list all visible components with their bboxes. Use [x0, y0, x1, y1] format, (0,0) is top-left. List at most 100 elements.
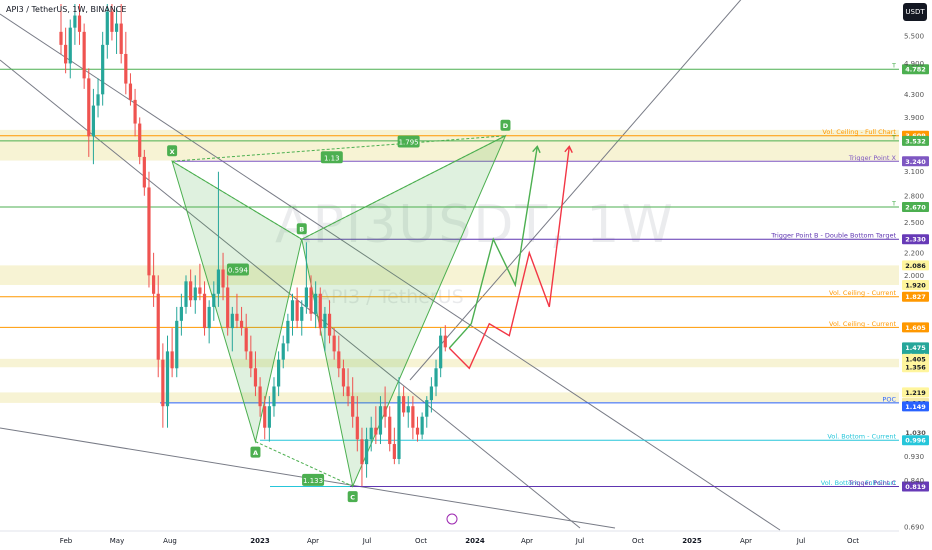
pattern-point-marker [250, 446, 261, 458]
candle-body [286, 320, 290, 344]
candle-body [415, 427, 420, 435]
candle-body [244, 328, 248, 352]
highlight-zone [0, 265, 899, 285]
price-tag-text: 4.782 [905, 66, 926, 74]
price-tag-text: 2.670 [905, 204, 926, 212]
candle-body [290, 300, 295, 321]
pattern-point-marker [500, 119, 511, 131]
price-tag [902, 362, 929, 373]
level-label: Trigger Point B - Double Bottom Target [770, 232, 896, 240]
candle-body [374, 427, 378, 435]
candle-body [138, 123, 142, 157]
fib-ratio-box [397, 135, 420, 148]
x-tick-label: Jul [575, 537, 585, 545]
candle-body [263, 406, 267, 428]
candle-body [314, 293, 318, 314]
x-tick-label: Oct [415, 537, 427, 545]
candle-body [439, 335, 443, 369]
candle-body [239, 320, 244, 329]
candle-body [402, 396, 406, 413]
candle-body [332, 335, 336, 352]
price-tag-text: 3.240 [905, 158, 926, 166]
candle-body [170, 351, 174, 369]
x-tick-label: 2023 [250, 537, 270, 545]
candle-body [184, 281, 188, 307]
candle-body [59, 31, 63, 45]
projection-arrowhead [532, 145, 541, 154]
candle-body [360, 439, 364, 465]
price-tag-text: 1.149 [905, 403, 926, 411]
candle-body [337, 351, 341, 369]
price-tag-text: 2.086 [905, 262, 926, 270]
y-tick-label: 0.840 [904, 477, 924, 485]
price-tag [902, 135, 929, 146]
price-tag-text: 3.532 [905, 137, 926, 145]
candle-body [369, 427, 373, 440]
candle-body [392, 444, 396, 459]
pattern-point-label: X [170, 148, 175, 156]
candle-body [82, 31, 86, 79]
candle-body [221, 269, 225, 288]
candle-body [161, 359, 165, 407]
candle-body [216, 269, 221, 294]
harmonic-leg [172, 135, 506, 162]
highlight-zone [0, 392, 899, 403]
level-label: Vol. Ceiling - Full Chart [822, 128, 896, 136]
fib-ratio-label: 1.13 [324, 154, 340, 162]
candle-body [189, 281, 193, 301]
candle-body [406, 406, 410, 413]
candle-body [351, 396, 355, 417]
level-label: Trigger Point X [848, 154, 897, 162]
candle-body [378, 406, 383, 435]
level-label: T [891, 200, 896, 208]
x-tick-label: May [110, 537, 124, 545]
pattern-point-marker [296, 223, 307, 235]
currency-badge[interactable]: USDT [903, 3, 927, 21]
candle-body [175, 320, 179, 369]
fib-ratio-box [302, 473, 325, 486]
x-tick-label: Apr [307, 537, 319, 545]
price-tag-text: 1.356 [905, 364, 926, 372]
fib-ratio-label: 1.133 [303, 477, 323, 485]
x-tick-label: Aug [163, 537, 177, 545]
candle-body [258, 386, 262, 407]
price-tag-text: 0.996 [905, 437, 926, 445]
level-label: T [891, 133, 896, 141]
candle-body [364, 439, 369, 465]
y-tick-label: 4.900 [904, 60, 924, 68]
x-tick-label: Oct [847, 537, 859, 545]
x-tick-label: 2025 [682, 537, 702, 545]
pattern-point-label: C [350, 494, 355, 502]
candle-body [193, 287, 197, 301]
candle-body [425, 400, 429, 417]
highlight-zone [0, 358, 899, 368]
price-tag-text: 1.475 [905, 344, 926, 352]
candle-body [355, 416, 359, 440]
candle-body [309, 287, 313, 314]
projection-arrowhead [564, 145, 573, 154]
x-tick-label: Jul [362, 537, 372, 545]
chart-title: API3 / TetherUS, 1W, BINANCE [6, 5, 127, 14]
candle-body [133, 99, 137, 124]
fib-ratio-box [226, 263, 249, 276]
candle-body [105, 11, 109, 45]
candle-body [323, 313, 327, 329]
price-tag [902, 156, 929, 167]
x-tick-label: Oct [632, 537, 644, 545]
candle-body [64, 44, 68, 64]
candle-body [300, 306, 304, 321]
price-tag-text: 1.219 [905, 389, 926, 397]
candle-body [383, 406, 387, 417]
candle-body [420, 416, 424, 435]
candle-body [119, 23, 123, 54]
candle-body [114, 23, 119, 32]
fib-ratio-label: 0.594 [228, 266, 249, 274]
x-tick-label: Apr [521, 537, 533, 545]
candle-body [68, 27, 72, 64]
tv-logo-icon [446, 513, 458, 525]
price-tag-text: 1.405 [905, 355, 926, 363]
price-axis-bg [900, 0, 932, 550]
candle-body [110, 11, 114, 32]
